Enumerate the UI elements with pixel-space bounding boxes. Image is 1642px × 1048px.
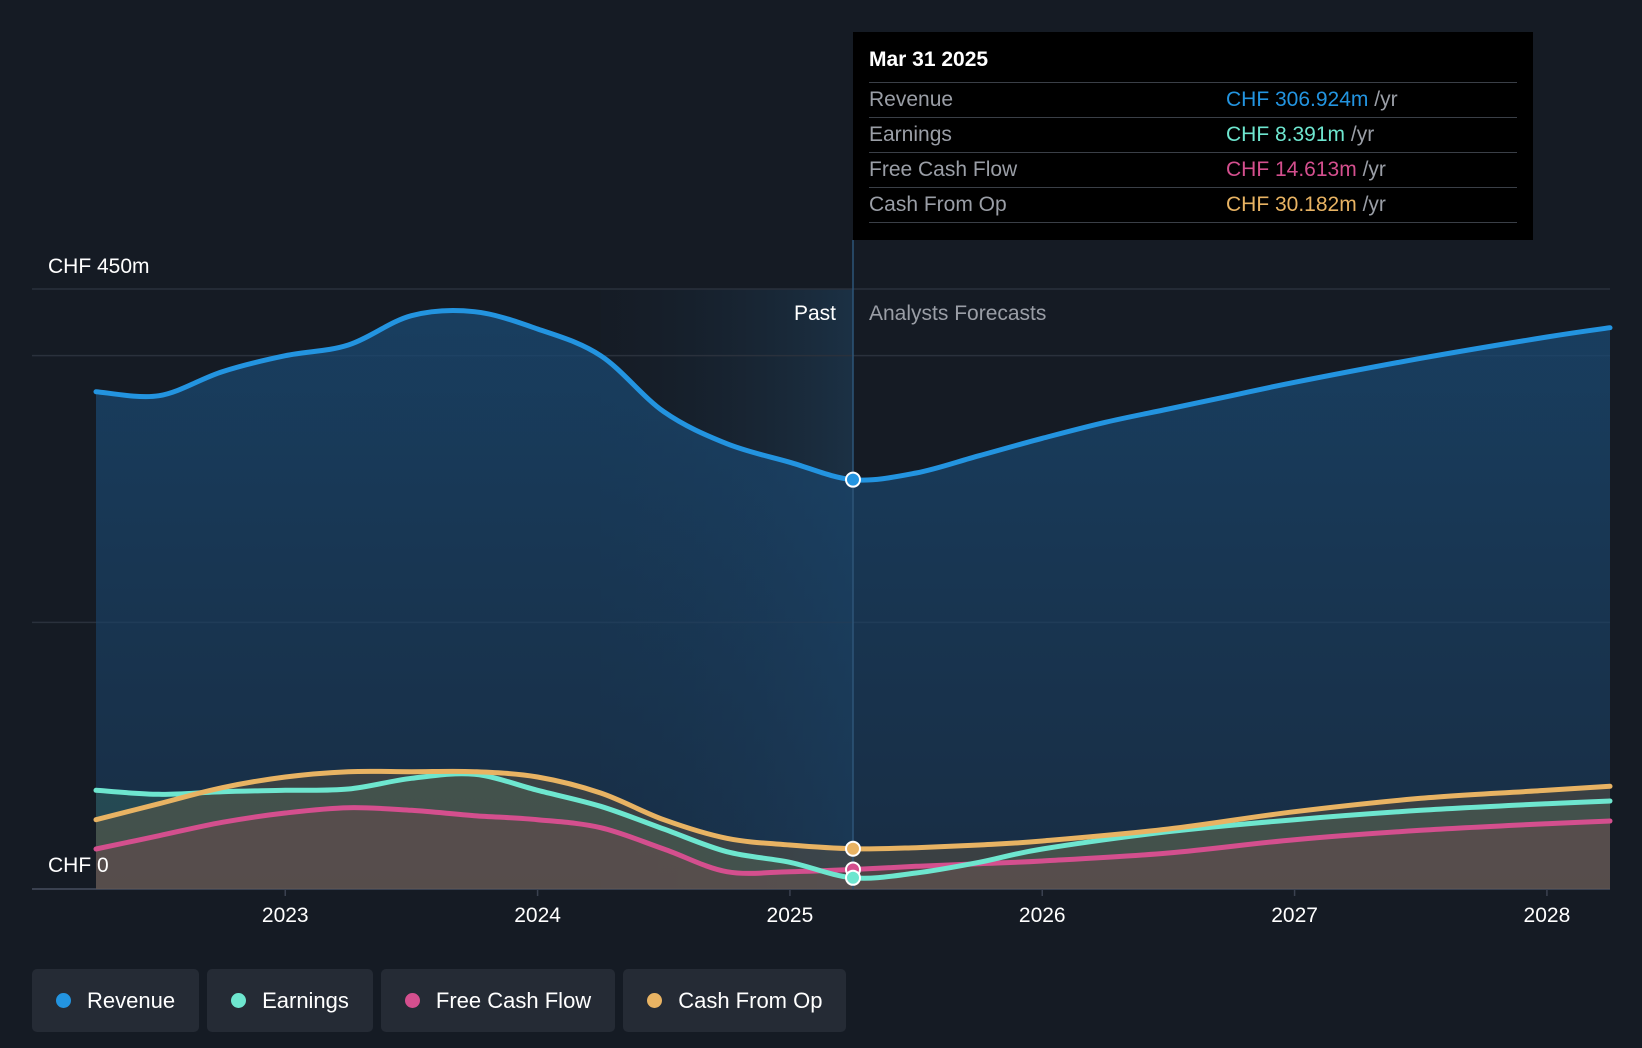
- tooltip-value-number: CHF 306.924m: [1226, 88, 1369, 111]
- line-free-cash-flow: [93, 805, 1613, 876]
- tooltip-unit: /yr: [1362, 193, 1386, 216]
- area-cash-from-op: [96, 771, 1610, 889]
- revenue-dot-icon: [56, 993, 71, 1008]
- line-revenue: [93, 307, 1613, 483]
- tooltip-label: Free Cash Flow: [869, 158, 1018, 181]
- x-tick-label: 2027: [1271, 904, 1318, 927]
- tooltip-label: Revenue: [869, 88, 954, 111]
- line-cash-from-op: [93, 768, 1613, 852]
- legend-item-earnings[interactable]: Earnings: [207, 969, 373, 1032]
- tooltip-value: CHF 14.613m /yr: [1226, 153, 1386, 186]
- x-tick-label: 2024: [514, 904, 561, 927]
- legend: Revenue Earnings Free Cash Flow Cash Fro…: [32, 969, 847, 1032]
- tooltip-row-earnings: Earnings CHF 8.391m /yr: [869, 118, 1517, 153]
- legend-label: Free Cash Flow: [435, 987, 592, 1013]
- tooltip-value-number: CHF 14.613m: [1226, 158, 1357, 181]
- tooltip: Mar 31 2025 Revenue CHF 306.924m /yr Ear…: [853, 32, 1533, 240]
- tooltip-row-free-cash-flow: Free Cash Flow CHF 14.613m /yr: [869, 153, 1517, 188]
- earnings-dot-icon: [231, 993, 247, 1008]
- tooltip-unit: /yr: [1374, 88, 1398, 111]
- tooltip-value: CHF 8.391m /yr: [1226, 118, 1374, 151]
- series-markers: [845, 471, 861, 886]
- legend-item-revenue[interactable]: Revenue: [32, 969, 200, 1032]
- x-tick-label: 2028: [1524, 904, 1571, 927]
- area-earnings: [96, 773, 1610, 889]
- tooltip-value-number: CHF 30.182m: [1226, 193, 1357, 216]
- legend-item-cash-from-op[interactable]: Cash From Op: [623, 969, 847, 1032]
- legend-item-free-cash-flow[interactable]: Free Cash Flow: [380, 969, 616, 1032]
- tooltip-value: CHF 30.182m /yr: [1226, 188, 1386, 221]
- marker-revenue: [845, 471, 861, 488]
- tooltip-value-number: CHF 8.391m: [1226, 123, 1346, 146]
- axis-labels: 2023 2024 2025 2026 2027 2028 CHF 450m CHF 0 Pas…: [48, 255, 1570, 927]
- tooltip-label: Cash From Op: [869, 193, 1007, 216]
- x-tick-label: 2025: [767, 904, 814, 927]
- line-earnings: [93, 771, 1613, 881]
- tooltip-value: CHF 306.924m /yr: [1226, 83, 1398, 116]
- x-tick-label: 2026: [1019, 904, 1066, 927]
- free-cash-flow-dot-icon: [404, 993, 420, 1008]
- tooltip-row-revenue: Revenue CHF 306.924m /yr: [869, 83, 1517, 118]
- tooltip-unit: /yr: [1350, 123, 1375, 146]
- tooltip-row-cash-from-op: Cash From Op CHF 30.182m /yr: [869, 188, 1517, 223]
- cash-from-op-dot-icon: [647, 993, 663, 1008]
- y-axis-min-label: CHF 0: [48, 854, 109, 877]
- legend-label: Earnings: [262, 987, 349, 1013]
- tooltip-label: Earnings: [869, 123, 952, 146]
- y-axis-max-label: CHF 450m: [48, 255, 150, 278]
- marker-earnings: [845, 869, 861, 886]
- past-label: Past: [794, 302, 836, 325]
- tooltip-date: Mar 31 2025: [869, 46, 1517, 83]
- area-free-cash-flow: [96, 807, 1610, 889]
- marker-cash-from-op: [845, 840, 861, 857]
- legend-label: Cash From Op: [678, 987, 823, 1013]
- tooltip-unit: /yr: [1362, 158, 1386, 181]
- series-lines: [93, 307, 1613, 881]
- x-tick-label: 2023: [262, 904, 309, 927]
- legend-label: Revenue: [87, 987, 176, 1013]
- forecast-label: Analysts Forecasts: [869, 302, 1046, 325]
